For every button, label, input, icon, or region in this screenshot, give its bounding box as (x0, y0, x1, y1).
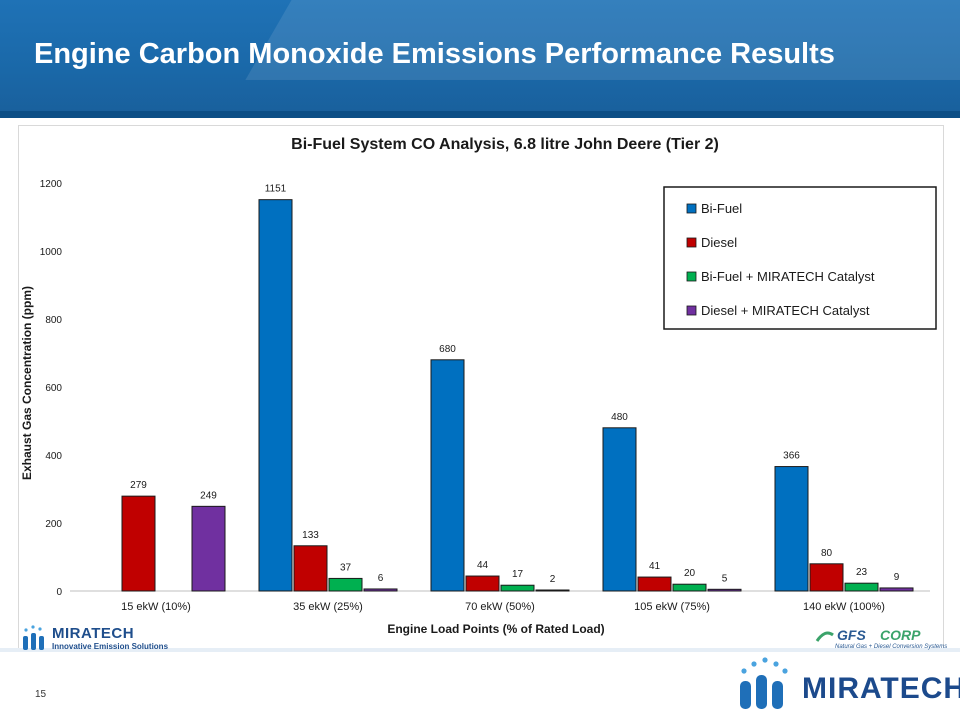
gfs-name: GFS (837, 627, 866, 643)
data-label: 17 (512, 569, 524, 580)
miratech-logo-large: MIRATECH (732, 655, 960, 713)
bar (258, 199, 293, 592)
miratech-brand-large: MIRATECH (802, 672, 960, 705)
bar (328, 577, 363, 592)
data-label: 20 (684, 568, 696, 579)
legend-label: Bi-Fuel (701, 201, 742, 216)
x-tick-label: 15 ekW (10%) (121, 601, 191, 613)
bar (121, 495, 156, 592)
y-tick-label: 400 (45, 451, 62, 462)
legend-swatch (686, 305, 697, 316)
data-label: 41 (649, 561, 661, 572)
legend-swatch (686, 203, 697, 214)
miratech-tagline: Innovative Emission Solutions (52, 642, 169, 651)
y-tick-label: 800 (45, 315, 62, 326)
bar (844, 582, 879, 592)
data-label: 480 (611, 412, 628, 423)
gfs-swoosh-icon (815, 631, 834, 642)
y-axis-label: Exhaust Gas Concentration (ppm) (20, 286, 34, 480)
bar (535, 589, 570, 592)
bar (465, 575, 500, 592)
data-label: 6 (378, 573, 384, 584)
y-tick-label: 600 (45, 383, 62, 394)
bar (363, 588, 398, 592)
x-tick-label: 70 ekW (50%) (465, 601, 535, 613)
gfs-corp-name: CORP (880, 627, 921, 643)
data-label: 23 (856, 567, 868, 578)
miratech-logo-small: MIRATECH Innovative Emission Solutions (18, 622, 188, 654)
bar (774, 466, 809, 592)
bar (637, 576, 672, 592)
data-label: 44 (477, 560, 489, 571)
y-tick-label: 1000 (40, 247, 63, 258)
banner-stripe (0, 111, 960, 118)
legend-label: Diesel + MIRATECH Catalyst (701, 303, 870, 318)
x-tick-label: 140 ekW (100%) (803, 601, 885, 613)
x-tick-label: 35 ekW (25%) (293, 601, 363, 613)
bar (879, 587, 914, 592)
data-label: 133 (302, 530, 319, 541)
bar (809, 563, 844, 592)
data-label: 1151 (265, 184, 287, 195)
bar (293, 545, 328, 592)
data-label: 366 (783, 451, 800, 462)
bar (191, 505, 226, 592)
y-tick-label: 1200 (40, 179, 63, 190)
legend-swatch (686, 237, 697, 248)
title-banner: Engine Carbon Monoxide Emissions Perform… (0, 0, 960, 118)
gfs-tagline: Natural Gas + Diesel Conversion Systems (835, 644, 948, 650)
bar (707, 588, 742, 592)
data-label: 2 (550, 574, 556, 585)
legend-label: Diesel (701, 235, 737, 250)
footer-band (0, 648, 960, 652)
miratech-brand-small: MIRATECH (52, 625, 135, 642)
bar (672, 583, 707, 592)
chart-title: Bi-Fuel System CO Analysis, 6.8 litre Jo… (291, 136, 719, 153)
bar (430, 359, 465, 592)
data-label: 9 (894, 572, 900, 583)
data-label: 80 (821, 548, 833, 559)
data-label: 279 (130, 480, 147, 491)
x-tick-label: 105 ekW (75%) (634, 601, 710, 613)
gfs-corp-logo: GFS CORP Natural Gas + Diesel Conversion… (815, 625, 948, 653)
legend-label: Bi-Fuel + MIRATECH Catalyst (701, 269, 875, 284)
legend-box (663, 186, 937, 330)
miratech-mark-icon (23, 625, 44, 650)
data-label: 680 (439, 344, 456, 355)
data-label: 5 (722, 573, 728, 584)
y-tick-label: 0 (56, 587, 62, 598)
data-label: 249 (200, 490, 217, 501)
bar (602, 427, 637, 592)
page-number: 15 (35, 689, 47, 700)
y-tick-label: 200 (45, 519, 62, 530)
miratech-large-mark-icon (740, 657, 788, 709)
legend-swatch (686, 271, 697, 282)
x-axis-label: Engine Load Points (% of Rated Load) (387, 622, 604, 636)
data-label: 37 (340, 562, 352, 573)
slide-title: Engine Carbon Monoxide Emissions Perform… (34, 38, 835, 70)
bar (500, 584, 535, 592)
